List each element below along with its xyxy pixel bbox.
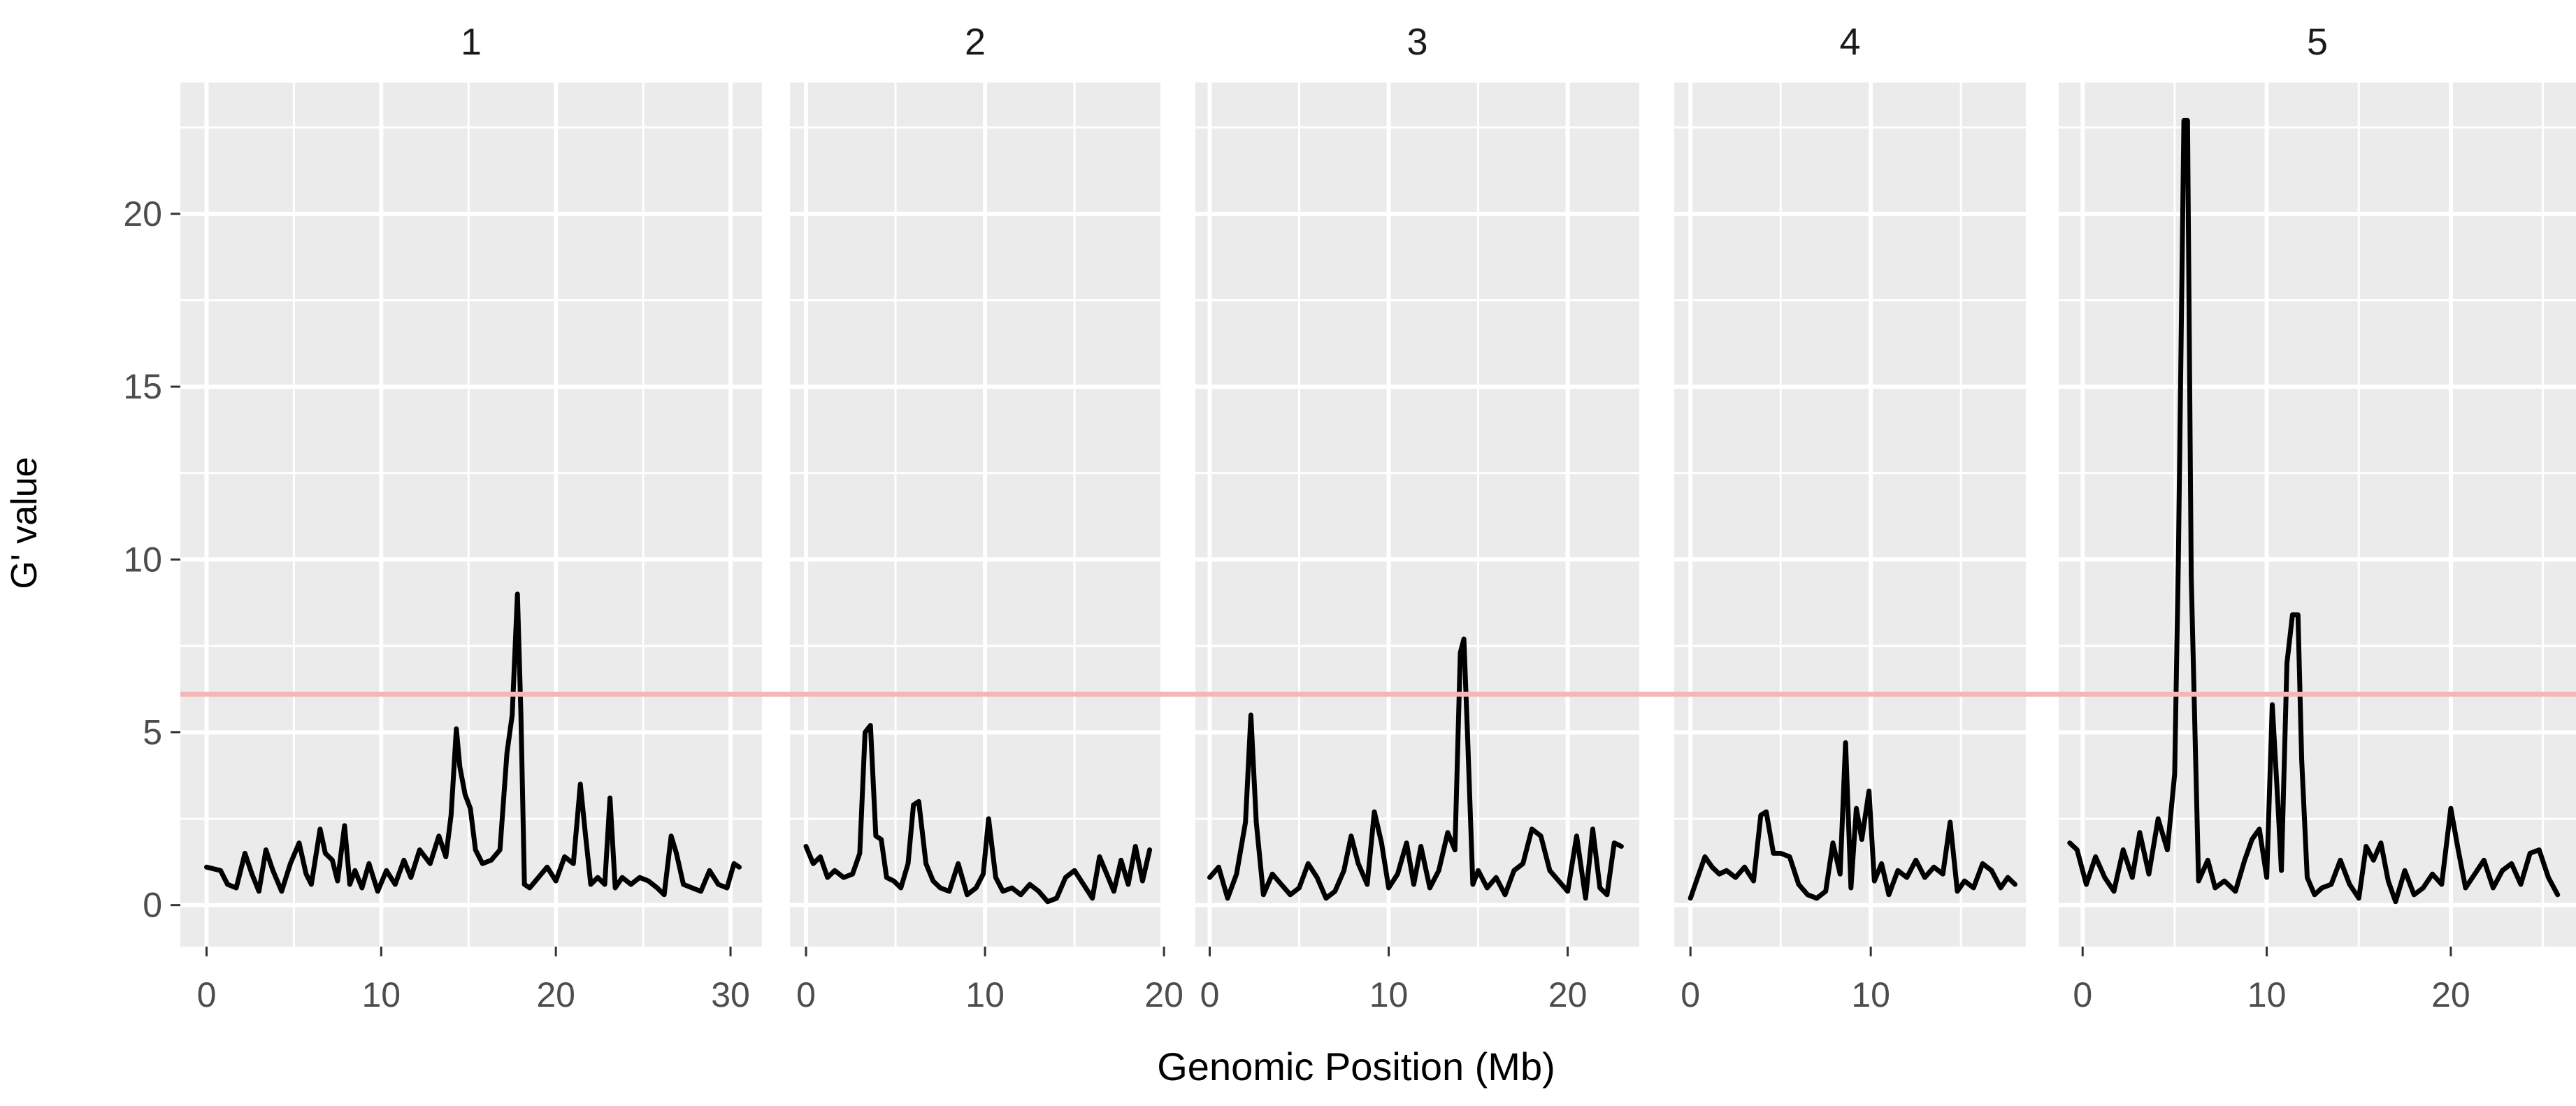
gprime-series-line <box>2067 117 2561 905</box>
panels-layer: 1 2 3 4 5 <box>180 21 2576 947</box>
x-tick-label: 20 <box>536 975 575 1014</box>
facet-panel-1: 1 <box>180 21 762 947</box>
y-tick-label: 0 <box>143 886 162 925</box>
x-tick-label: 10 <box>1851 975 1890 1014</box>
y-tick-label: 20 <box>123 194 162 234</box>
panel-background <box>790 82 1160 947</box>
y-tick-label: 15 <box>123 367 162 406</box>
x-tick-label: 20 <box>1144 975 1183 1014</box>
x-tick-label: 0 <box>197 975 217 1014</box>
x-tick-label: 10 <box>965 975 1005 1014</box>
facet-panel-3: 3 <box>1195 21 1639 947</box>
gprime-series-line <box>204 591 742 898</box>
x-tick-label: 20 <box>1548 975 1588 1014</box>
x-tick-label: 0 <box>2073 975 2092 1014</box>
x-axis-title: Genomic Position (Mb) <box>1157 1044 1555 1089</box>
facet-strip-label: 1 <box>461 21 482 63</box>
facet-strip-label: 2 <box>965 21 986 63</box>
gprime-series-line <box>803 723 1153 905</box>
facet-strip-label: 4 <box>1839 21 1860 63</box>
x-tick-label: 10 <box>1369 975 1409 1014</box>
gprime-series-line <box>1207 636 1624 901</box>
x-tick-label: 0 <box>1681 975 1700 1014</box>
panel-background <box>180 82 762 947</box>
x-tick-label: 30 <box>711 975 750 1014</box>
facet-panel-4: 4 <box>1674 21 2026 947</box>
panel-background <box>2059 82 2576 947</box>
y-axis-title: G' value <box>4 457 45 589</box>
panel-background <box>1195 82 1639 947</box>
x-tick-label: 20 <box>2431 975 2470 1014</box>
axes-layer: 0 10 20 30 0 10 20 0 10 20 0 10 0 10 20 0 5 10 15 20 <box>123 194 2470 1014</box>
gprime-series-line <box>1688 740 2017 901</box>
x-tick-label: 0 <box>1200 975 1220 1014</box>
x-tick-label: 10 <box>362 975 401 1014</box>
facet-panel-2: 2 <box>790 21 1167 947</box>
x-tick-label: 0 <box>796 975 816 1014</box>
facet-panel-5: 5 <box>2059 21 2576 947</box>
facet-strip-label: 3 <box>1406 21 1427 63</box>
facet-strip-label: 5 <box>2307 21 2328 63</box>
y-tick-label: 5 <box>143 712 162 752</box>
x-tick-label: 10 <box>2247 975 2287 1014</box>
y-tick-label: 10 <box>123 540 162 579</box>
